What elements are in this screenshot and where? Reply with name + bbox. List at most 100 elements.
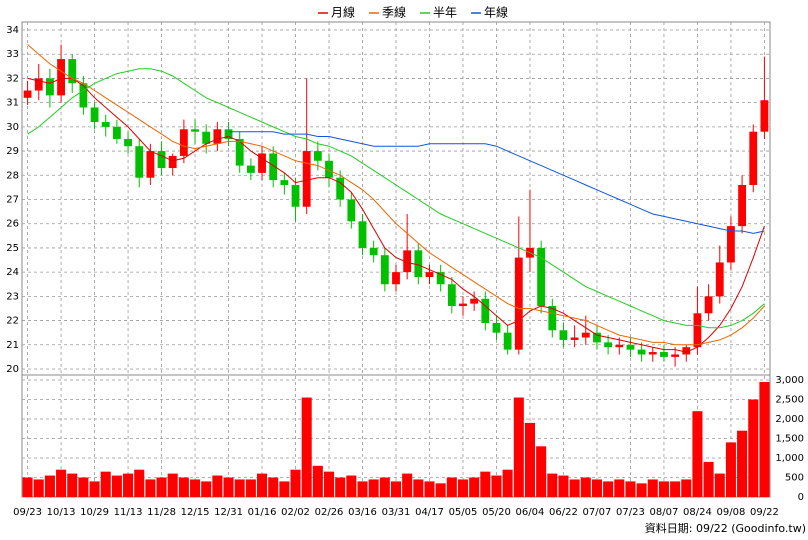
candle-body: [313, 151, 322, 161]
candle-body: [615, 344, 624, 348]
volume-bar: [78, 477, 89, 497]
candle-body: [704, 296, 713, 314]
x-tick-label: 09/22: [750, 507, 779, 518]
candle-body: [90, 107, 99, 123]
x-tick-label: 01/16: [248, 507, 277, 518]
volume-bar: [134, 469, 145, 497]
volume-bar: [201, 481, 212, 497]
ma-line: [27, 68, 765, 329]
candle-body: [727, 226, 735, 263]
volume-bar: [569, 479, 580, 497]
volume-bar: [748, 399, 759, 497]
volume-bar: [123, 473, 134, 497]
candle-body: [191, 129, 199, 132]
volume-bar: [491, 475, 502, 497]
y2-tick-label: 3,000: [775, 375, 804, 386]
candle-body: [358, 221, 367, 248]
volume-bar: [424, 481, 435, 497]
volume-bar: [212, 475, 223, 497]
volume-bar: [636, 483, 647, 497]
y-tick-label: 30: [6, 122, 19, 133]
legend-label: 月線: [331, 5, 355, 20]
volume-bar: [603, 481, 614, 497]
x-tick-label: 11/28: [147, 507, 176, 518]
x-tick-label: 11/13: [114, 507, 143, 518]
candle-body: [715, 262, 724, 297]
volume-bar: [692, 411, 703, 497]
y2-tick-label: 2,500: [775, 395, 804, 406]
y-tick-label: 32: [6, 73, 19, 84]
ma-line: [27, 77, 765, 353]
y-tick-label: 33: [6, 49, 19, 60]
x-tick-label: 02/26: [315, 507, 344, 518]
y-tick-label: 21: [6, 340, 19, 351]
volume-bar: [178, 477, 189, 497]
candle-body: [124, 138, 132, 147]
volume-bar: [312, 465, 323, 497]
volume-bar: [56, 469, 67, 497]
candle-body: [738, 184, 746, 227]
y-tick-label: 34: [6, 25, 19, 36]
volume-bar: [558, 475, 569, 497]
y-tick-label: 29: [6, 146, 19, 157]
volume-bar: [268, 477, 279, 497]
x-tick-label: 12/31: [214, 507, 243, 518]
candle-body: [648, 352, 657, 355]
volume-bar: [257, 473, 268, 497]
volume-bar: [279, 481, 290, 497]
volume-bar: [524, 422, 535, 497]
x-tick-label: 05/20: [482, 507, 511, 518]
x-tick-label: 08/24: [683, 507, 712, 518]
volume-bar: [145, 479, 156, 497]
y2-tick-label: 500: [785, 473, 804, 484]
volume-bar: [759, 381, 770, 497]
y-tick-label: 24: [6, 267, 19, 278]
volume-bar: [446, 477, 457, 497]
candle-body: [403, 250, 412, 273]
volume-bar: [190, 479, 201, 497]
volume-bar: [234, 479, 245, 497]
candle-body: [492, 322, 501, 333]
candle-body: [235, 138, 244, 166]
candle-body: [224, 129, 233, 139]
volume-bar: [167, 473, 178, 497]
candle-body: [380, 255, 389, 285]
candle-body: [269, 153, 278, 181]
volume-bar: [580, 477, 591, 497]
candle-body: [291, 184, 300, 207]
volume-bar: [335, 477, 346, 497]
volume-bar: [725, 442, 736, 497]
candle-body: [258, 153, 266, 173]
volume-bar: [346, 475, 357, 497]
candle-body: [693, 313, 702, 348]
volume-bar: [301, 397, 312, 497]
volume-bar: [547, 473, 558, 497]
legend-label: 季線: [382, 5, 406, 20]
candle-body: [68, 59, 77, 84]
y2-tick-label: 1,000: [775, 453, 804, 464]
candle-body: [682, 347, 691, 355]
x-tick-label: 09/23: [13, 507, 42, 518]
volume-bar: [714, 473, 725, 497]
candle-body: [570, 337, 579, 340]
volume-bar: [357, 481, 368, 497]
x-tick-label: 07/23: [616, 507, 645, 518]
candle-body: [325, 160, 333, 178]
candle-body: [436, 272, 445, 285]
volume-bar: [480, 471, 491, 497]
candle-body: [447, 284, 456, 307]
candle-body: [559, 330, 568, 340]
candle-body: [671, 354, 680, 357]
volume-bar: [402, 473, 413, 497]
volume-bar: [737, 430, 748, 497]
x-tick-label: 07/07: [583, 507, 612, 518]
candle-body: [57, 59, 65, 96]
candle-body: [246, 165, 255, 173]
candle-body: [79, 83, 88, 108]
volume-bar: [44, 475, 55, 497]
y-tick-label: 31: [6, 98, 19, 109]
volume-bar: [67, 473, 78, 497]
candle-body: [157, 151, 166, 169]
legend-label: 半年: [433, 6, 457, 20]
